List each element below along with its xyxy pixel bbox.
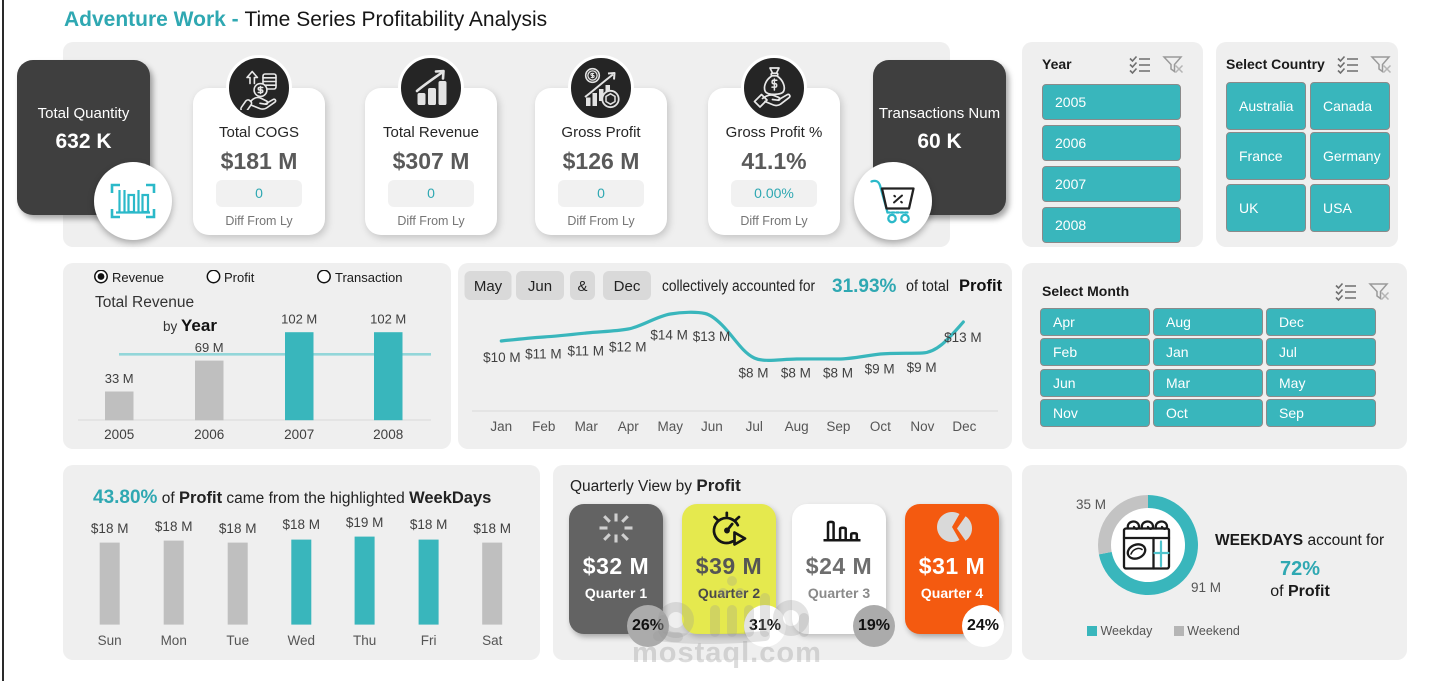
svg-text:Feb: Feb [532,419,555,434]
svg-text:2007: 2007 [284,427,314,442]
svg-text:69 M: 69 M [195,340,224,355]
svg-text:$8 M: $8 M [823,365,853,380]
svg-text:$12 M: $12 M [609,339,647,354]
svg-text:$18 M: $18 M [155,519,193,534]
svg-text:2006: 2006 [194,427,224,442]
svg-text:$18 M: $18 M [219,521,257,536]
svg-text:31.93%: 31.93% [832,276,897,297]
svg-text:2008: 2008 [373,427,403,442]
svg-text:$13 M: $13 M [944,330,982,345]
svg-text:2005: 2005 [104,427,134,442]
svg-text:Sep: Sep [826,419,850,434]
svg-text:Apr: Apr [618,419,640,434]
svg-text:Sat: Sat [482,633,503,648]
svg-text:Jun: Jun [701,419,723,434]
svg-text:$8 M: $8 M [781,365,811,380]
svg-text:collectively accounted for: collectively accounted for [662,278,815,295]
svg-text:mostaql.com: mostaql.com [632,637,822,669]
svg-text:Nov: Nov [910,419,934,434]
svg-text:Mon: Mon [161,633,187,648]
svg-text:Profit: Profit [959,277,1003,295]
svg-text:Jun: Jun [528,278,552,295]
svg-text:&: & [577,278,587,295]
svg-text:102 M: 102 M [370,312,406,327]
svg-text:of total: of total [906,278,949,295]
svg-text:$11 M: $11 M [525,346,562,361]
svg-text:91 M: 91 M [1191,580,1221,595]
svg-text:$14 M: $14 M [650,328,688,343]
svg-text:$18 M: $18 M [410,517,448,532]
svg-text:Oct: Oct [870,419,891,434]
svg-text:$19 M: $19 M [346,515,384,530]
svg-text:$9 M: $9 M [865,361,895,376]
svg-text:Wed: Wed [288,633,316,648]
svg-text:$13 M: $13 M [693,329,731,344]
svg-text:Mar: Mar [575,419,599,434]
svg-text:Fri: Fri [421,633,437,648]
svg-text:May: May [474,278,503,295]
svg-text:Jul: Jul [746,419,763,434]
svg-text:$8 M: $8 M [738,365,768,380]
svg-text:May: May [658,419,684,434]
svg-text:Tue: Tue [226,633,249,648]
svg-text:35 M: 35 M [1076,497,1106,512]
svg-text:$18 M: $18 M [91,521,129,536]
svg-text:Jan: Jan [490,419,512,434]
svg-text:$9 M: $9 M [907,360,937,375]
svg-text:Aug: Aug [785,419,809,434]
svg-text:$11 M: $11 M [568,343,605,358]
svg-text:Sun: Sun [98,633,122,648]
svg-text:$10 M: $10 M [483,350,521,365]
svg-text:33 M: 33 M [105,371,134,386]
svg-text:Thu: Thu [353,633,376,648]
svg-text:102 M: 102 M [281,312,317,327]
svg-text:$18 M: $18 M [283,517,321,532]
svg-text:$18 M: $18 M [473,521,511,536]
svg-text:Dec: Dec [952,419,976,434]
svg-text:Dec: Dec [614,278,641,295]
